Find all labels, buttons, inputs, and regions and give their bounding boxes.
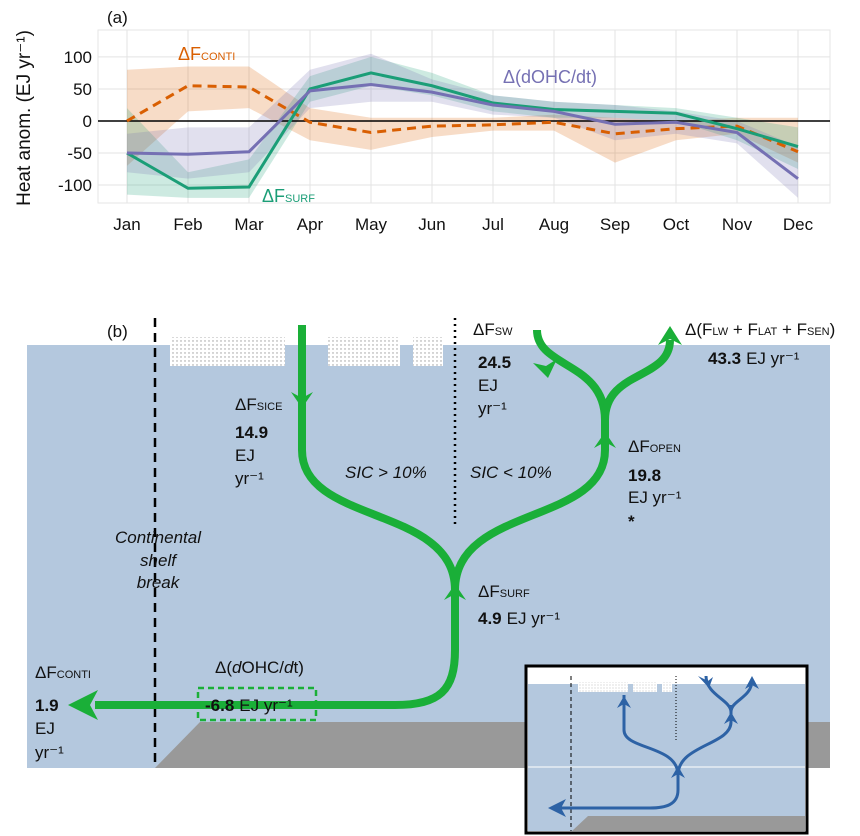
flux-unit: yr⁻¹ [478, 399, 507, 418]
symbol: ΔF [235, 395, 257, 414]
inset-ice [633, 682, 657, 692]
part: t) [293, 658, 303, 677]
subscript: LW [712, 326, 728, 338]
flux-value-line: 43.3 EJ yr⁻¹ [708, 349, 800, 368]
y-tick-label: -100 [58, 176, 92, 195]
subscript: CONTI [57, 669, 91, 681]
x-tick-label: Jan [113, 215, 140, 234]
part: + F [777, 320, 807, 339]
symbol: ΔF [478, 582, 500, 601]
flux-value: 14.9 [235, 423, 268, 442]
x-tick-label: Aug [539, 215, 569, 234]
legend-subscript: CONTI [201, 51, 235, 63]
flux-label: Δ(FLW + FLAT + FSEN) [685, 320, 835, 339]
flux-unit: EJ yr⁻¹ [507, 609, 561, 628]
shelf-break-label: break [137, 573, 181, 592]
panel-label: (b) [107, 322, 128, 341]
flux-unit: yr⁻¹ [35, 743, 64, 762]
legend-name: ΔF [262, 186, 285, 206]
flux-unit: EJ [35, 719, 55, 738]
symbol: ΔF [473, 320, 495, 339]
region-label: SIC > 10% [345, 463, 427, 482]
x-tick-label: Mar [234, 215, 264, 234]
significance: * [628, 512, 635, 531]
inset-shelf [572, 816, 805, 831]
flux-unit: EJ yr⁻¹ [628, 488, 682, 507]
flux-value: 24.5 [478, 353, 511, 372]
x-tick-label: Jun [418, 215, 445, 234]
x-tick-label: Dec [783, 215, 814, 234]
shelf-break-label: Continental [115, 528, 202, 547]
symbol: ΔF [35, 663, 57, 682]
flux-label: Δ(dOHC/dt) [215, 658, 304, 677]
x-tick-label: Feb [173, 215, 202, 234]
flux-label: ΔFSW [473, 320, 513, 339]
symbol: ΔF [628, 437, 650, 456]
flux-value: -6.8 [205, 696, 234, 715]
subscript: SEN [807, 326, 830, 338]
y-axis-label: Heat anom. (EJ yr⁻¹) [14, 30, 35, 206]
sea-ice [328, 337, 400, 366]
x-tick-label: Apr [297, 215, 324, 234]
flux-value: 1.9 [35, 696, 59, 715]
x-tick-label: May [355, 215, 388, 234]
flux-value-line: -6.8 EJ yr⁻¹ [205, 696, 293, 715]
part: OHC/ [242, 658, 285, 677]
inset [526, 666, 807, 833]
y-tick-label: -50 [67, 144, 92, 163]
flux-unit: EJ [478, 376, 498, 395]
legend-name: Δ(dOHC/dt) [503, 67, 597, 87]
part: Δ( [215, 658, 232, 677]
legend-name: ΔF [178, 44, 201, 64]
flux-unit: yr⁻¹ [235, 469, 264, 488]
subscript: SW [495, 326, 513, 338]
legend-subscript: SURF [285, 193, 315, 205]
region-label: SIC < 10% [470, 463, 552, 482]
flux-value-line: 4.9 EJ yr⁻¹ [478, 609, 560, 628]
subscript: SICE [257, 401, 283, 413]
figure: (a) Heat anom. (EJ yr⁻¹) -100 -50 0 50 100 Jan F… [0, 0, 860, 836]
subscript: OPEN [650, 443, 681, 455]
flux-unit: EJ yr⁻¹ [239, 696, 293, 715]
y-tick-label: 100 [64, 48, 92, 67]
flux-value: 19.8 [628, 466, 661, 485]
part: ) [830, 320, 836, 339]
inset-ice [578, 682, 628, 692]
flux-unit: EJ yr⁻¹ [746, 349, 800, 368]
subscript: LAT [758, 326, 778, 338]
part: Δ(F [685, 320, 712, 339]
y-tick-label: 50 [73, 80, 92, 99]
inset-ice [662, 682, 672, 692]
sea-ice [413, 337, 443, 366]
panel-a: (a) Heat anom. (EJ yr⁻¹) -100 -50 0 50 100 Jan F… [14, 8, 830, 234]
legend-label: Δ(dOHC/dt) [503, 67, 597, 87]
flux-value: 43.3 [708, 349, 741, 368]
x-tick-label: Oct [663, 215, 690, 234]
y-tick-label: 0 [83, 112, 92, 131]
subscript: SURF [500, 588, 530, 600]
part: + F [728, 320, 758, 339]
page: (a) Heat anom. (EJ yr⁻¹) -100 -50 0 50 100 Jan F… [0, 0, 860, 836]
panel-label: (a) [107, 8, 128, 27]
x-tick-label: Nov [722, 215, 753, 234]
sea-ice [170, 337, 285, 366]
x-tick-label: Sep [600, 215, 630, 234]
flux-unit: EJ [235, 446, 255, 465]
panel-b: (b) ΔFSICE 14.9 EJ yr⁻¹ SIC > 10% SIC < … [27, 318, 835, 833]
flux-value: 4.9 [478, 609, 502, 628]
shelf-break-label: shelf [140, 551, 178, 570]
x-tick-label: Jul [482, 215, 504, 234]
